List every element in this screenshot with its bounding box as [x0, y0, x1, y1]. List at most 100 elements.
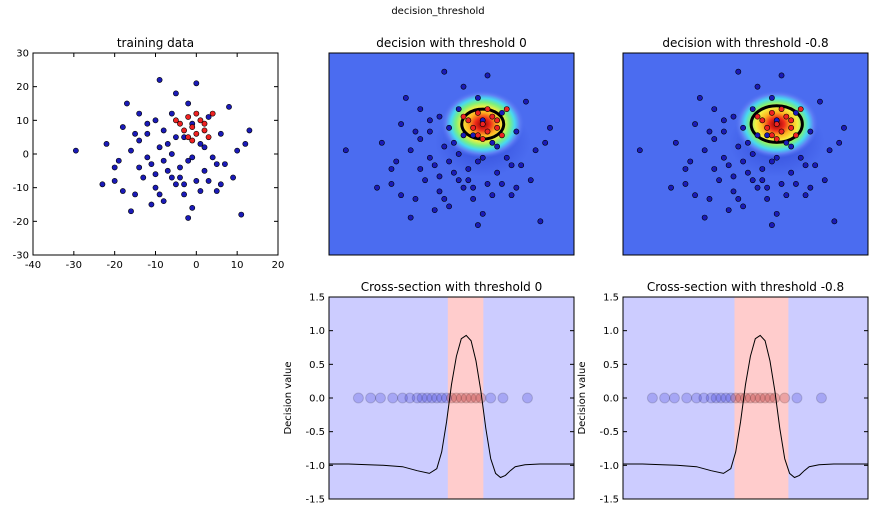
y-tick-label: 0.0 — [603, 394, 619, 405]
decision0-title: decision with threshold 0 — [376, 36, 527, 50]
positive-point — [193, 110, 200, 117]
negative-point — [72, 147, 79, 154]
negative-point — [111, 164, 118, 171]
negative-point — [759, 166, 766, 172]
negative-point — [508, 162, 515, 169]
negative-point — [797, 154, 804, 161]
sample-point — [436, 392, 448, 404]
x-tick-label: 20 — [272, 260, 285, 271]
negative-point — [177, 174, 183, 181]
positive-point — [484, 106, 491, 113]
negative-point — [132, 191, 138, 198]
negative-point — [242, 140, 249, 147]
negative-point — [378, 139, 385, 146]
negative-point — [177, 164, 183, 171]
sample-point — [646, 392, 658, 404]
sample-point — [404, 392, 416, 404]
x-tick-label: -20 — [106, 260, 122, 271]
negative-point — [769, 94, 775, 101]
positive-point — [177, 120, 183, 127]
negative-point — [788, 169, 795, 176]
negative-point — [388, 166, 395, 172]
negative-point — [393, 158, 400, 165]
negative-point — [788, 143, 795, 150]
negative-point — [426, 154, 433, 161]
negative-point — [426, 117, 433, 124]
negative-point — [465, 166, 472, 172]
negative-point — [682, 166, 689, 172]
negative-point — [672, 139, 679, 146]
negative-point — [136, 164, 143, 171]
sample-point — [365, 392, 377, 404]
negative-point — [475, 158, 481, 165]
sample-point — [720, 392, 732, 404]
sample-point — [465, 392, 477, 404]
negative-point — [764, 132, 771, 139]
negative-point — [446, 203, 452, 210]
positive-point — [769, 109, 775, 116]
plot-area — [33, 53, 278, 255]
negative-point — [417, 166, 424, 172]
negative-point — [711, 136, 718, 142]
plot-frame — [328, 52, 575, 256]
negative-point — [213, 161, 220, 167]
negative-point — [388, 181, 395, 187]
y-tick-label: 20 — [16, 82, 29, 93]
negative-point — [754, 83, 761, 90]
y-tick-label: -1.0 — [599, 461, 619, 472]
sample-point — [521, 392, 533, 404]
y-axis-label: Decision value — [283, 361, 294, 434]
negative-point — [417, 136, 424, 142]
positive-point — [783, 113, 790, 120]
negative-point — [465, 177, 472, 184]
sample-point — [764, 392, 776, 404]
negative-point — [711, 166, 718, 172]
sample-point — [668, 392, 680, 404]
negative-point — [189, 154, 196, 161]
negative-point — [706, 195, 713, 202]
negative-point — [720, 128, 727, 135]
negative-point — [173, 181, 179, 188]
negative-point — [115, 157, 122, 164]
positive-point — [181, 127, 187, 134]
negative-point — [128, 147, 134, 154]
negative-point — [740, 158, 746, 165]
negative-point — [475, 94, 481, 101]
sample-point — [485, 392, 497, 404]
negative-point — [793, 109, 799, 116]
negative-point — [499, 181, 505, 187]
negative-point — [189, 204, 196, 211]
negative-point — [144, 120, 151, 127]
negative-point — [205, 114, 212, 120]
negative-point — [436, 113, 443, 120]
positive-point — [185, 134, 192, 141]
negative-point — [735, 195, 742, 202]
negative-point — [197, 140, 204, 147]
negative-point — [730, 188, 737, 195]
negative-point — [181, 191, 187, 198]
positive-point — [778, 106, 785, 113]
negative-point — [119, 188, 126, 194]
negative-point — [342, 147, 349, 154]
negative-point — [455, 106, 462, 113]
negative-point — [441, 143, 448, 150]
negative-point — [508, 192, 515, 199]
negative-point — [692, 192, 698, 199]
sample-point — [470, 392, 482, 404]
positive-point — [788, 117, 795, 124]
positive-point — [193, 130, 200, 137]
negative-point — [173, 90, 179, 97]
positive-point — [460, 113, 467, 120]
positive-point — [489, 113, 496, 120]
negative-point — [475, 222, 481, 228]
sample-point — [659, 392, 671, 404]
positive-point — [754, 113, 761, 120]
negative-point — [749, 106, 756, 113]
positive-point — [797, 106, 804, 113]
decision-curve — [623, 334, 868, 479]
positive-point — [475, 109, 481, 116]
negative-point — [513, 128, 520, 135]
negative-point — [222, 161, 228, 167]
negative-point — [217, 181, 224, 188]
y-tick-label: -1.5 — [305, 495, 325, 506]
